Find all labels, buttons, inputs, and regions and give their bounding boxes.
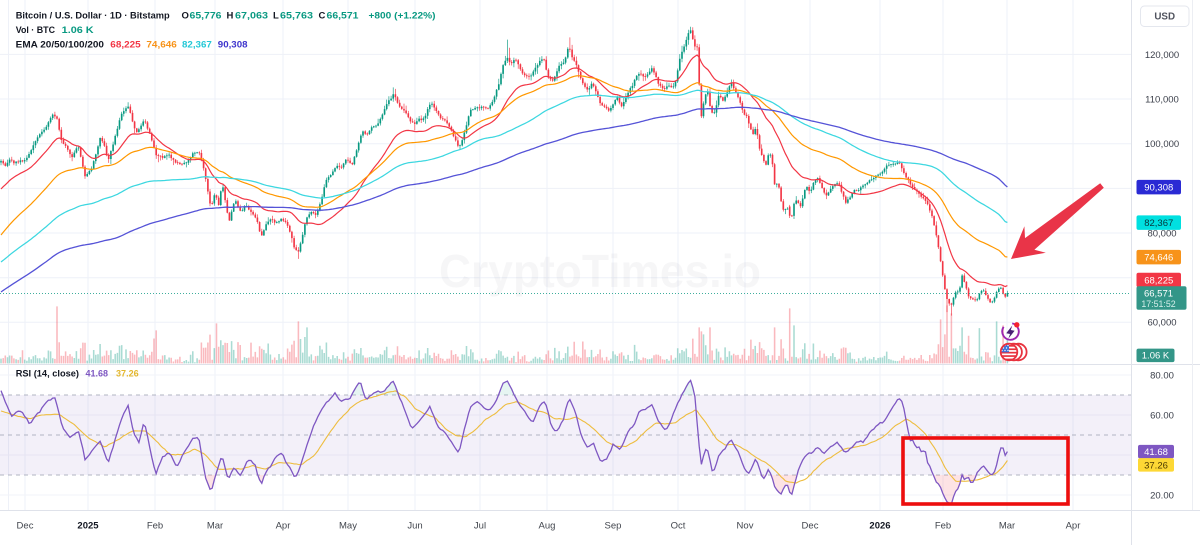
- svg-text:110,000: 110,000: [1145, 94, 1179, 105]
- svg-text:66,571: 66,571: [1144, 288, 1173, 299]
- svg-text:C: C: [319, 10, 326, 21]
- svg-text:68,225: 68,225: [1144, 275, 1173, 286]
- svg-text:82,367: 82,367: [1144, 218, 1173, 229]
- svg-text:May: May: [339, 521, 357, 532]
- svg-text:65,776: 65,776: [190, 10, 222, 21]
- svg-text:37.26: 37.26: [116, 368, 139, 379]
- svg-text:74,646: 74,646: [1144, 253, 1173, 264]
- svg-text:20.00: 20.00: [1150, 490, 1174, 501]
- svg-text:Apr: Apr: [276, 521, 291, 532]
- svg-text:120,000: 120,000: [1145, 50, 1179, 61]
- svg-text:Mar: Mar: [999, 521, 1015, 532]
- svg-text:66,571: 66,571: [327, 10, 360, 21]
- svg-text:1.06 K: 1.06 K: [1142, 351, 1170, 362]
- svg-text:90,308: 90,308: [218, 39, 248, 50]
- svg-text:41.68: 41.68: [1144, 447, 1168, 458]
- svg-text:H: H: [227, 10, 234, 21]
- svg-text:Sep: Sep: [605, 521, 622, 532]
- svg-text:EMA 20/50/100/200: EMA 20/50/100/200: [16, 39, 104, 50]
- svg-text:Mar: Mar: [207, 521, 223, 532]
- svg-text:O: O: [182, 10, 189, 21]
- svg-text:100,000: 100,000: [1145, 139, 1179, 150]
- svg-text:CryptoTimes.io: CryptoTimes.io: [439, 245, 761, 297]
- svg-text:RSI (14, close): RSI (14, close): [16, 368, 79, 379]
- svg-text:Bitcoin / U.S. Dollar · 1D · B: Bitcoin / U.S. Dollar · 1D · Bitstamp: [16, 10, 170, 21]
- svg-text:Feb: Feb: [147, 521, 163, 532]
- svg-text:60,000: 60,000: [1147, 318, 1176, 329]
- svg-text:Dec: Dec: [17, 521, 34, 532]
- svg-text:74,646: 74,646: [146, 39, 176, 50]
- svg-text:90,308: 90,308: [1144, 183, 1173, 194]
- svg-text:17:51:52: 17:51:52: [1141, 299, 1175, 309]
- svg-text:Apr: Apr: [1066, 521, 1081, 532]
- svg-text:68,225: 68,225: [110, 39, 141, 50]
- svg-text:82,367: 82,367: [182, 39, 212, 50]
- svg-text:65,763: 65,763: [280, 10, 313, 21]
- svg-text:Feb: Feb: [935, 521, 951, 532]
- svg-text:Dec: Dec: [802, 521, 819, 532]
- svg-text:Oct: Oct: [671, 521, 686, 532]
- svg-text:2025: 2025: [77, 521, 99, 532]
- svg-text:+800 (+1.22%): +800 (+1.22%): [369, 10, 436, 21]
- svg-text:Nov: Nov: [737, 521, 754, 532]
- svg-text:1.06 K: 1.06 K: [62, 25, 94, 36]
- svg-text:Jul: Jul: [474, 521, 486, 532]
- svg-text:Vol · BTC: Vol · BTC: [16, 25, 55, 36]
- svg-text:Aug: Aug: [539, 521, 556, 532]
- svg-text:80.00: 80.00: [1150, 370, 1174, 381]
- svg-text:USD: USD: [1154, 12, 1175, 23]
- svg-text:60.00: 60.00: [1150, 410, 1174, 421]
- svg-text:37.26: 37.26: [1144, 460, 1168, 471]
- svg-text:Jun: Jun: [407, 521, 422, 532]
- svg-text:41.68: 41.68: [86, 368, 109, 379]
- svg-text:67,063: 67,063: [235, 10, 268, 21]
- svg-text:80,000: 80,000: [1147, 228, 1176, 239]
- svg-text:2026: 2026: [869, 521, 890, 532]
- svg-text:L: L: [273, 10, 279, 21]
